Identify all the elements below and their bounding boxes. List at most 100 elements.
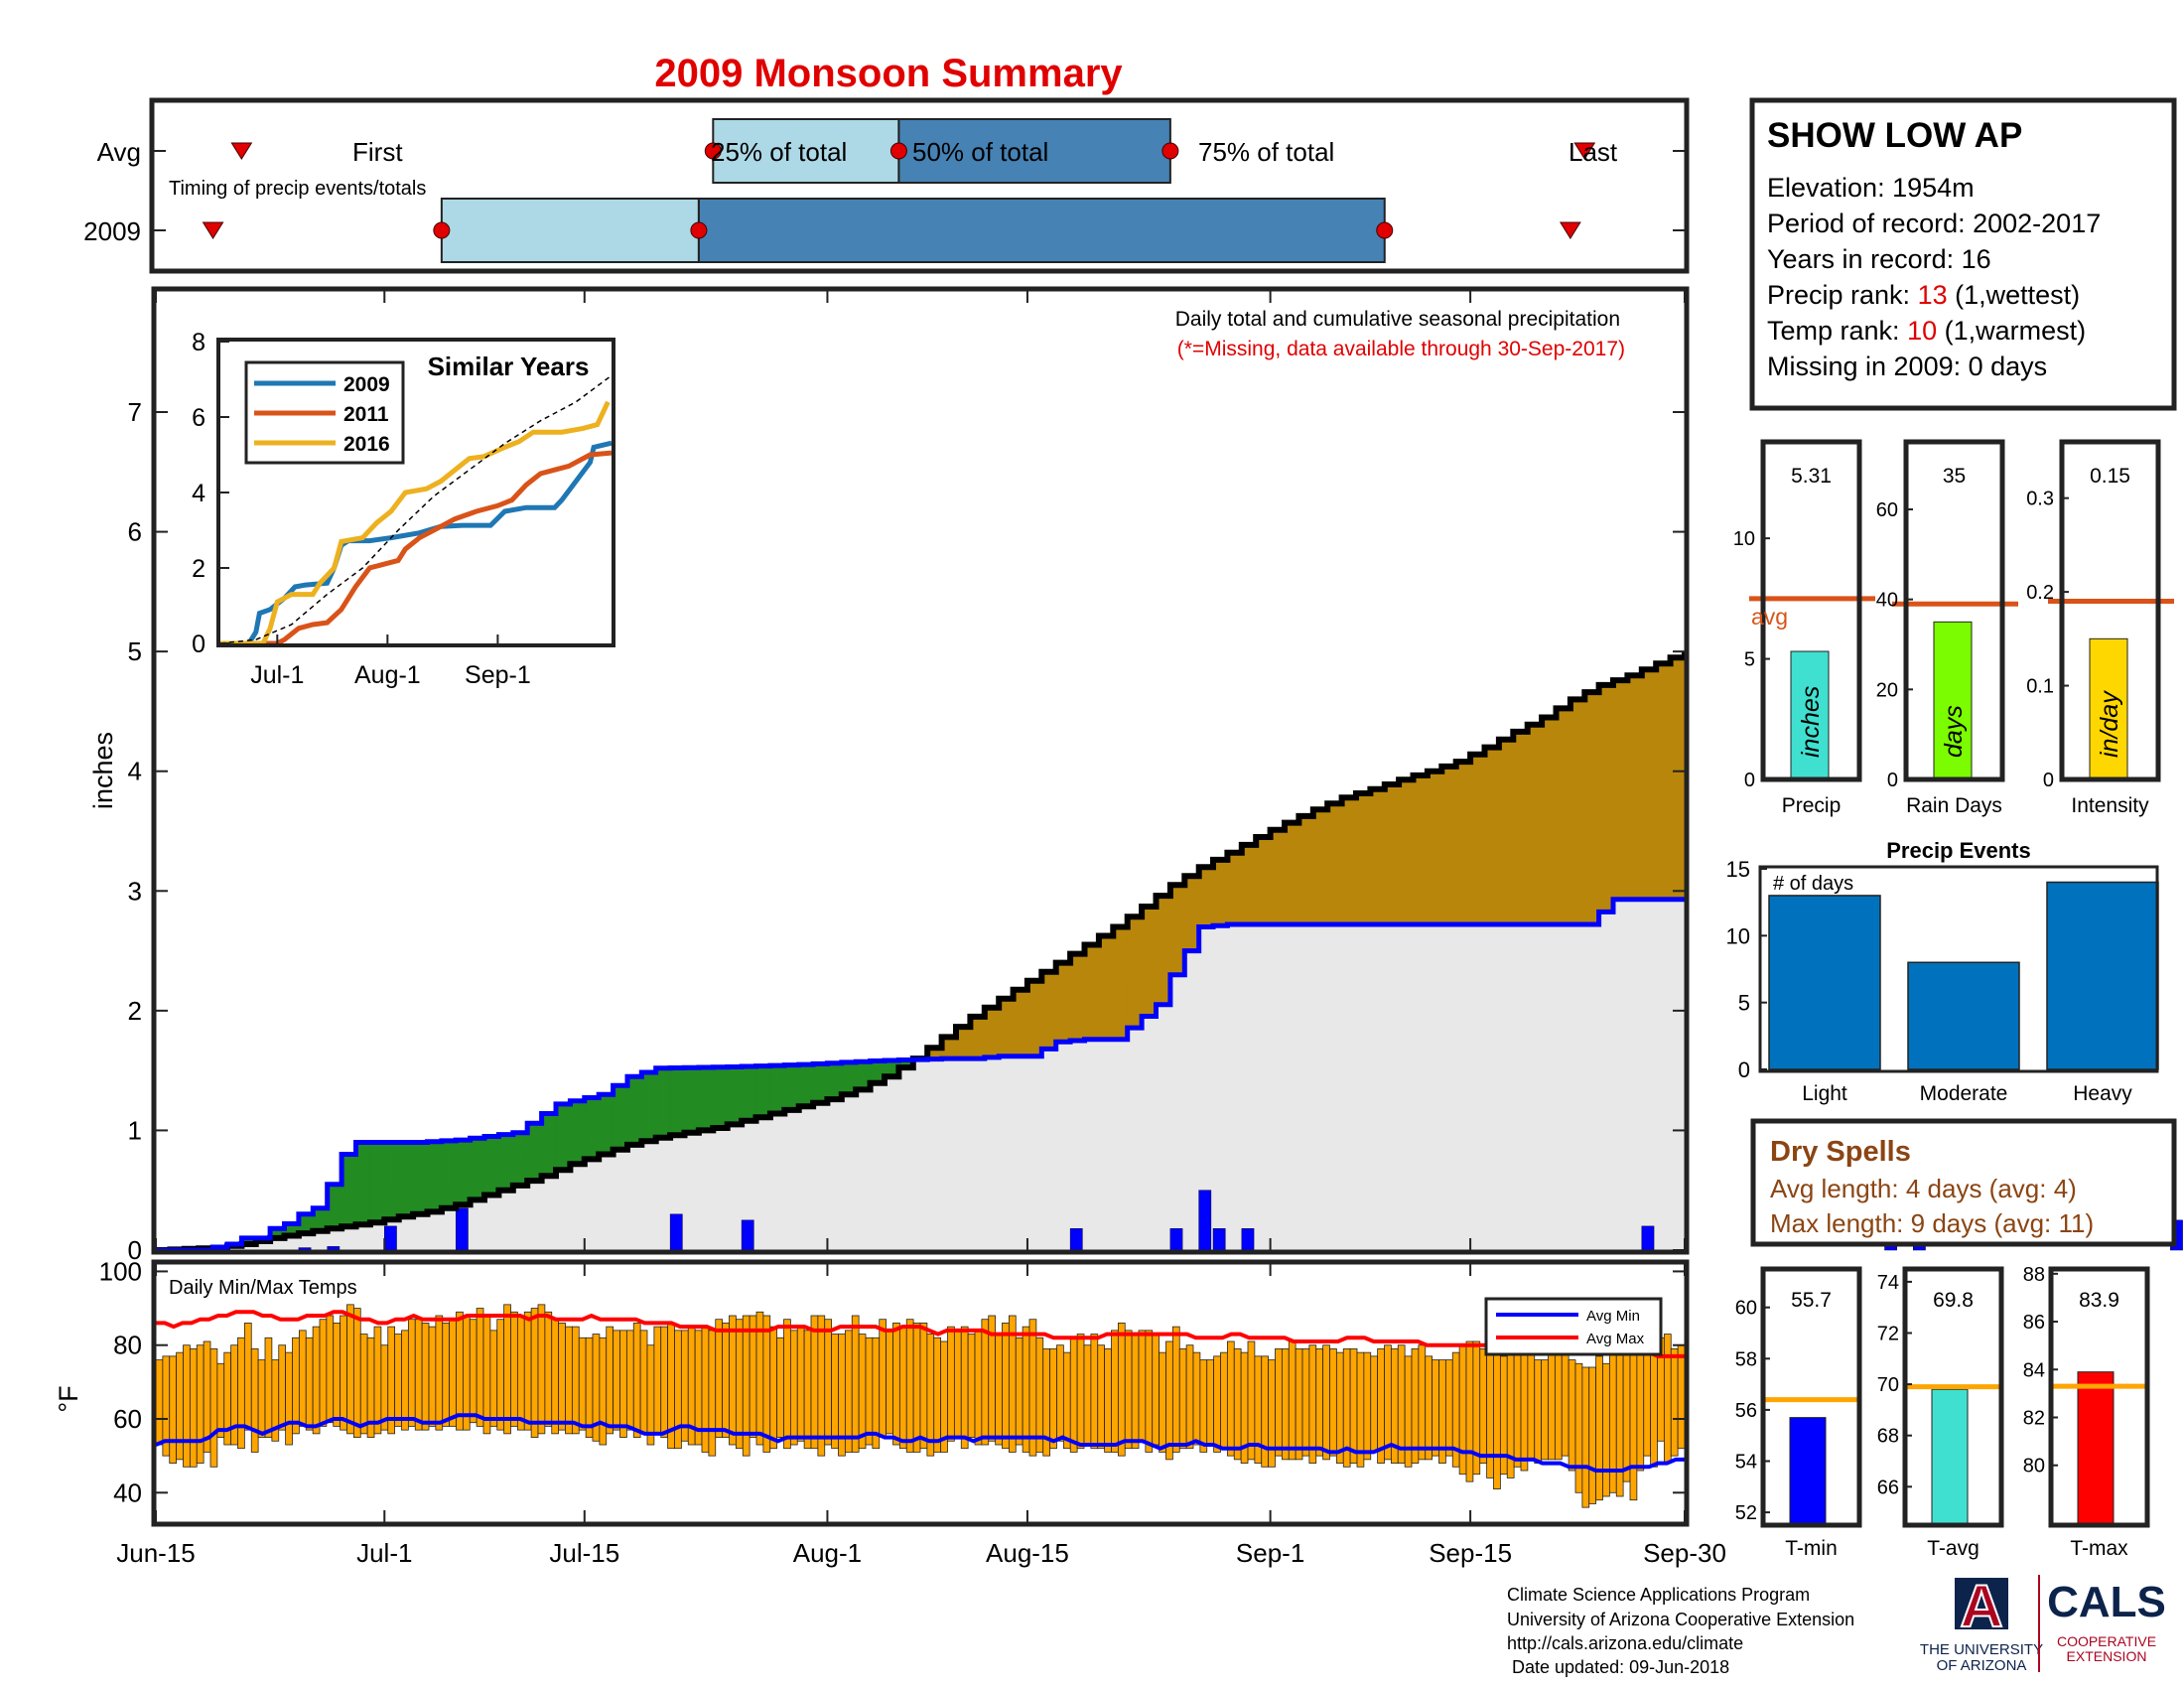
temp-bar	[298, 1330, 307, 1427]
temp-bar	[912, 1323, 921, 1453]
timing-avg-p75-dot	[1161, 142, 1179, 160]
temp-bar	[1295, 1348, 1303, 1461]
summary-ytick-label: 0	[1744, 770, 1755, 791]
temp-bar	[264, 1336, 273, 1438]
temp-bar	[1124, 1330, 1133, 1450]
temp-bar	[469, 1319, 478, 1424]
main-precip-chart: 0 1 2 3 4 5 6 7 Daily total and cumulative seas…	[88, 286, 2183, 1265]
temp-bar	[578, 1336, 587, 1431]
tsum-value-label: 69.8	[1933, 1289, 1974, 1312]
summary-ytick-label: 40	[1876, 590, 1898, 612]
temp-bar	[1465, 1340, 1474, 1482]
temp-bar	[442, 1323, 451, 1427]
temp-bar	[639, 1330, 648, 1435]
temp-bar	[346, 1304, 354, 1435]
ytick-label: 3	[128, 876, 142, 906]
main-ylabel: inches	[88, 732, 118, 809]
tsum-ytick-label: 80	[2023, 1456, 2045, 1477]
temp-bar	[237, 1336, 245, 1450]
station-missing: Missing in 2009: 0 days	[1767, 352, 2047, 381]
cals-logo-text: CALS	[2047, 1578, 2166, 1626]
tsum-ytick-label: 56	[1735, 1400, 1757, 1422]
temp-bar	[1199, 1359, 1208, 1453]
temp-bar	[558, 1323, 566, 1431]
timing-2009-first-triangle	[202, 221, 224, 239]
tsum-ytick-label: 84	[2023, 1359, 2045, 1381]
temp-bar	[1002, 1323, 1010, 1450]
temp-bar	[619, 1330, 627, 1438]
temp-bar	[817, 1315, 826, 1457]
temp-bar	[646, 1344, 655, 1446]
tsum-bar-t-min	[1789, 1417, 1827, 1526]
cals-logo-line1: COOPERATIVE	[2057, 1633, 2156, 1649]
event-category-label: Heavy	[2073, 1082, 2132, 1105]
summary-ytick-label: 0.3	[2026, 489, 2054, 510]
temp-bar	[1083, 1344, 1092, 1446]
temp-bar	[886, 1330, 893, 1435]
event-category-label: Moderate	[1920, 1082, 2008, 1105]
temp-bar	[333, 1323, 341, 1427]
temp-bar	[1138, 1330, 1147, 1442]
temp-bar	[1097, 1344, 1106, 1450]
temp-bar	[722, 1323, 730, 1438]
ytick-label: 0	[128, 1235, 142, 1265]
precip-events-chart: Light Moderate Heavy 0 5 10 15 Precip Events #…	[1726, 838, 2159, 1105]
temp-bar	[1444, 1359, 1453, 1457]
temp-bar	[653, 1326, 662, 1435]
temp-bar	[1185, 1344, 1194, 1450]
temp-ytick-label: 60	[113, 1404, 142, 1434]
station-name: SHOW LOW AP	[1767, 116, 2022, 155]
timing-row-avg: Avg	[97, 137, 141, 167]
temp-bar	[1159, 1351, 1166, 1453]
temp-bar	[898, 1326, 907, 1450]
inset-ytick-label: 2	[192, 555, 205, 583]
footer-line1: Climate Science Applications Program	[1507, 1585, 1810, 1605]
summary-bar-unit: in/day	[2096, 690, 2123, 758]
similar-years-inset: 0 2 4 6 8 Jul-1 Aug-1 Sep-1 2009 2011 2016 Similar…	[192, 329, 615, 689]
temp-bar	[305, 1336, 314, 1431]
temp-bar	[250, 1348, 259, 1453]
tsum-panel-frame	[1902, 1266, 2004, 1528]
temp-bar	[1356, 1351, 1365, 1468]
summary-value-label: 5.31	[1791, 465, 1832, 488]
temp-bar	[606, 1326, 614, 1435]
dry-spells-title: Dry Spells	[1770, 1136, 1911, 1168]
event-bar-moderate	[1907, 961, 2020, 1070]
temp-bar	[456, 1311, 464, 1431]
ua-logo-line2: OF ARIZONA	[1937, 1657, 2027, 1674]
summary-panel-frame	[1760, 439, 1862, 782]
xtick-label: Aug-15	[986, 1538, 1069, 1568]
station-precip-rank: Precip rank: 13 (1,wettest)	[1767, 280, 2080, 310]
tsum-name-label: T-min	[1785, 1537, 1838, 1560]
temp-bar	[599, 1336, 608, 1446]
temp-bar	[462, 1315, 471, 1431]
summary-ytick-label: 0.1	[2026, 676, 2054, 698]
inset-legend-label: 2011	[343, 403, 389, 426]
footer-line3: http://cals.arizona.edu/climate	[1507, 1633, 1743, 1653]
page-title: 2009 Monsoon Summary	[654, 52, 1123, 95]
cals-logo-line2: EXTENSION	[2067, 1648, 2147, 1664]
footer-line2: University of Arizona Cooperative Extens…	[1507, 1610, 1854, 1629]
cumulative-2009-line	[156, 897, 1685, 1253]
temp-bar	[1131, 1334, 1140, 1450]
timing-avg-last-triangle	[1573, 142, 1596, 160]
summary-ytick-label: 5	[1744, 649, 1755, 671]
temp-bar	[769, 1326, 778, 1450]
timing-avg-p25-dot	[704, 142, 722, 160]
temp-bar	[1206, 1359, 1215, 1446]
summary-bar-precip	[1790, 650, 1830, 780]
footer: Climate Science Applications Program Uni…	[1507, 1585, 1854, 1677]
temp-bar	[489, 1330, 498, 1427]
tsum-bar-t-max	[2077, 1371, 2115, 1526]
temp-bar	[1636, 1344, 1645, 1472]
avg-min-line	[155, 1413, 1685, 1473]
temp-bar	[1062, 1351, 1071, 1450]
temp-bar	[1281, 1348, 1290, 1461]
temp-bar	[196, 1344, 205, 1464]
temp-bar	[1568, 1359, 1576, 1472]
temp-bar	[1432, 1359, 1439, 1457]
temp-bar	[428, 1326, 437, 1427]
temps-legend-label: Avg Max	[1586, 1331, 1645, 1347]
summary-bar-unit: inches	[1797, 686, 1825, 758]
